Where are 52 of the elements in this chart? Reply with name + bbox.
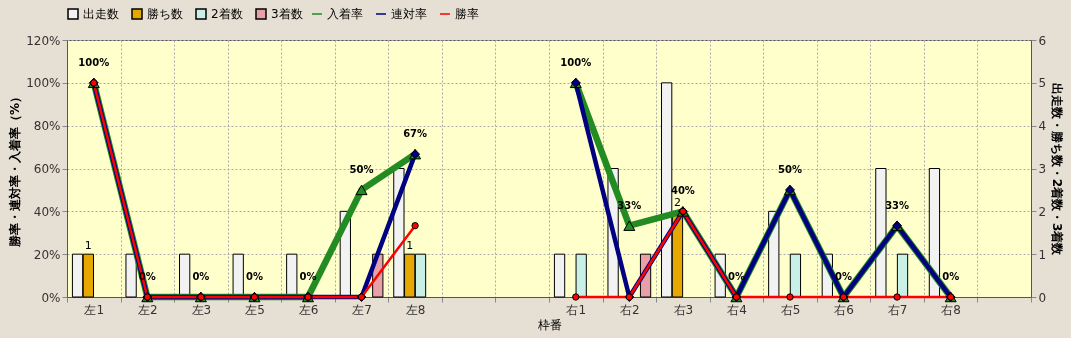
x-tick-label: 右8: [941, 302, 961, 317]
data-label: 0%: [942, 271, 960, 282]
y-tick-label: 120%: [26, 33, 61, 48]
y2-tick-label: 6: [1038, 33, 1047, 48]
x-tick-label: 左2: [138, 302, 158, 317]
y2-tick-label: 1: [1038, 247, 1047, 262]
y-tick-label: 20%: [33, 247, 61, 262]
data-label: 2: [673, 196, 681, 210]
legend-label: 勝率: [455, 7, 479, 21]
y2-tick-label: 2: [1038, 204, 1047, 219]
y-tick-label: 60%: [33, 162, 61, 176]
x-tick-label: 右1: [566, 302, 587, 317]
y2-tick-label: 0: [1038, 290, 1047, 305]
data-label: 67%: [403, 128, 428, 140]
data-label: 1: [84, 239, 92, 253]
x-tick-label: 右3: [673, 302, 694, 317]
data-label: 33%: [885, 199, 910, 211]
legend-label: 2着数: [211, 7, 243, 21]
data-label: 50%: [778, 163, 802, 175]
x-tick-label: 左1: [84, 302, 105, 317]
y2-tick-label: 5: [1038, 76, 1047, 91]
x-tick-label: 右2: [620, 302, 640, 317]
x-tick-label: 左8: [405, 302, 426, 317]
data-label: 1: [406, 239, 414, 253]
y2-axis-title: 出走数・勝ち数・2着数・3着数: [1050, 82, 1065, 257]
y-axis-title: 勝率・連対率・入着率（%）: [8, 90, 23, 249]
legend-label: 出走数: [83, 7, 119, 21]
y-tick-label: 0%: [41, 290, 61, 305]
x-tick-label: 左5: [245, 302, 265, 317]
data-label: 100%: [78, 56, 110, 68]
data-label: 0%: [299, 271, 317, 282]
x-axis-title: 枠番: [536, 317, 562, 332]
legend-label: 連対率: [391, 7, 427, 21]
x-tick-label: 右6: [834, 302, 854, 317]
data-label: 100%: [560, 56, 592, 68]
y2-tick-label: 3: [1038, 162, 1047, 176]
data-label: 0%: [192, 271, 210, 282]
x-tick-label: 左7: [352, 302, 372, 317]
data-label: 50%: [349, 163, 374, 175]
x-tick-label: 右4: [727, 302, 747, 317]
y-tick-label: 40%: [33, 204, 61, 219]
y-tick-label: 80%: [33, 119, 61, 134]
x-tick-label: 左6: [298, 302, 319, 317]
data-label: 0%: [245, 271, 263, 282]
x-tick-label: 右5: [780, 302, 801, 317]
y-tick-label: 100%: [26, 76, 61, 91]
legend-label: 3着数: [271, 7, 303, 21]
x-tick-label: 左3: [191, 302, 212, 317]
y2-tick-label: 4: [1038, 119, 1047, 134]
legend-label: 入着率: [327, 7, 363, 21]
legend-label: 勝ち数: [147, 7, 183, 21]
x-tick-label: 右7: [887, 302, 908, 317]
